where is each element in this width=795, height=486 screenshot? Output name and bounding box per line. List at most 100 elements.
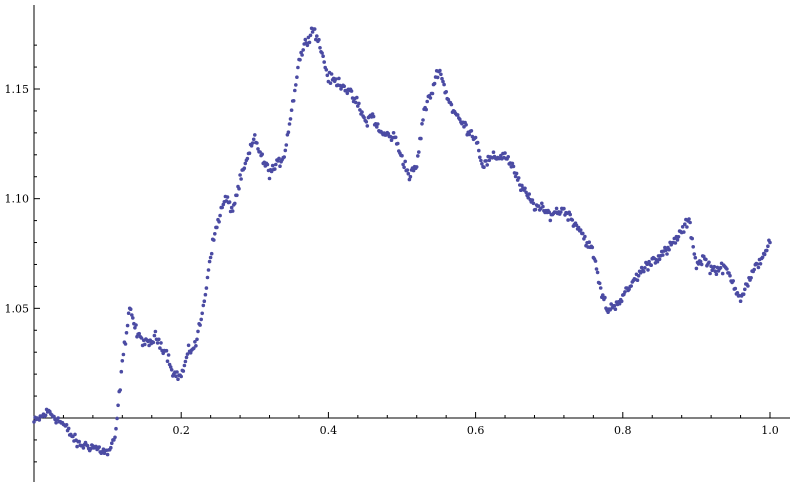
data-point xyxy=(317,37,321,42)
data-point xyxy=(735,291,740,295)
data-point xyxy=(294,83,298,87)
data-point xyxy=(727,271,731,275)
data-point xyxy=(113,435,117,440)
data-point xyxy=(416,154,420,158)
data-point xyxy=(198,323,202,327)
data-point xyxy=(749,276,753,280)
data-point xyxy=(469,129,474,133)
data-point xyxy=(685,225,689,229)
data-point xyxy=(301,48,306,52)
data-point xyxy=(260,152,265,156)
data-point xyxy=(89,446,93,451)
data-point xyxy=(655,259,660,264)
data-point xyxy=(746,284,750,288)
data-point xyxy=(295,75,299,79)
data-point xyxy=(762,252,767,257)
data-point xyxy=(688,220,692,225)
data-point xyxy=(578,228,583,232)
data-point xyxy=(152,333,157,338)
data-point xyxy=(334,77,338,81)
data-point xyxy=(193,340,197,344)
data-point xyxy=(283,148,288,153)
data-point xyxy=(375,125,379,129)
data-point xyxy=(595,270,600,275)
data-point xyxy=(201,303,206,308)
data-point xyxy=(645,262,649,267)
data-point xyxy=(303,37,308,42)
data-point xyxy=(691,245,695,249)
data-point xyxy=(109,445,113,450)
data-point xyxy=(349,89,354,93)
data-point xyxy=(694,266,699,271)
data-point xyxy=(56,416,60,420)
data-point xyxy=(536,204,541,208)
data-point xyxy=(430,91,435,96)
data-point xyxy=(661,253,665,257)
data-point xyxy=(282,155,287,159)
data-point xyxy=(360,110,364,114)
data-point xyxy=(158,346,162,350)
data-point xyxy=(235,193,239,198)
data-point xyxy=(403,159,408,164)
data-point xyxy=(196,329,200,334)
data-point xyxy=(629,284,633,288)
data-point xyxy=(432,81,437,86)
data-point xyxy=(665,252,669,256)
data-point xyxy=(119,369,124,374)
data-point xyxy=(293,88,297,93)
data-point xyxy=(554,206,559,211)
data-point xyxy=(464,123,468,127)
data-point xyxy=(105,452,110,457)
data-point xyxy=(680,225,685,229)
data-point xyxy=(220,205,224,210)
data-point xyxy=(728,273,732,278)
data-point xyxy=(291,99,296,103)
data-point xyxy=(325,73,330,78)
data-point xyxy=(540,201,544,206)
data-point xyxy=(766,244,770,248)
data-point xyxy=(514,171,519,176)
data-point xyxy=(428,96,433,100)
data-point xyxy=(720,271,725,276)
data-point xyxy=(478,155,482,160)
data-point xyxy=(169,368,174,372)
data-point xyxy=(391,131,396,135)
data-point xyxy=(168,365,173,369)
data-point xyxy=(393,135,398,140)
x-tick-label: 0.8 xyxy=(614,424,632,437)
data-point xyxy=(587,240,591,244)
data-point xyxy=(184,355,189,360)
data-point xyxy=(206,268,211,272)
y-tick-label: 1.15 xyxy=(5,83,30,96)
data-point xyxy=(480,162,484,166)
data-point xyxy=(75,444,79,449)
data-point xyxy=(200,311,204,316)
x-tick-label: 0.6 xyxy=(467,424,485,437)
data-point xyxy=(205,275,210,280)
data-point xyxy=(458,117,462,122)
data-point xyxy=(124,331,129,335)
data-point xyxy=(619,299,624,304)
data-point xyxy=(245,156,250,161)
data-point xyxy=(527,192,531,196)
data-point xyxy=(277,156,281,161)
data-point xyxy=(247,151,252,155)
data-point xyxy=(229,205,234,210)
data-point xyxy=(675,238,680,242)
data-point xyxy=(121,352,126,357)
data-point xyxy=(485,163,490,167)
data-point xyxy=(603,295,607,300)
data-point xyxy=(741,292,746,297)
data-point xyxy=(256,147,260,151)
data-point xyxy=(646,268,650,272)
data-point xyxy=(597,281,602,286)
data-point xyxy=(310,30,315,34)
data-point xyxy=(115,416,119,421)
data-point xyxy=(743,287,747,292)
data-point xyxy=(713,269,718,274)
data-point xyxy=(475,140,480,145)
data-point xyxy=(221,202,226,207)
data-point xyxy=(337,76,341,81)
data-point xyxy=(185,352,190,356)
data-point xyxy=(530,198,535,202)
